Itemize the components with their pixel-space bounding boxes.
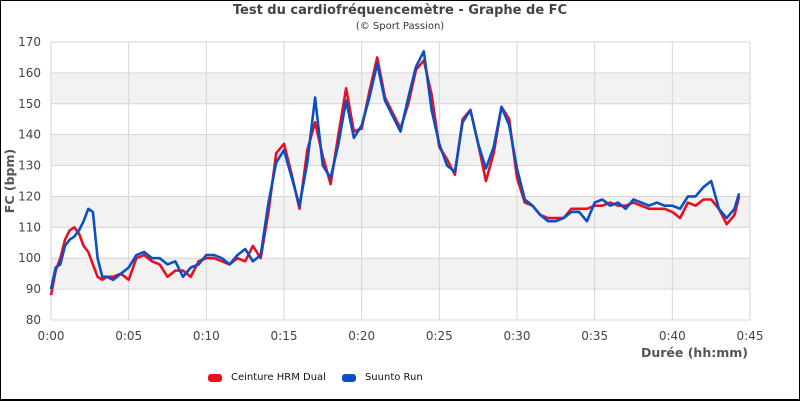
- legend-label: Suunto Run: [364, 372, 423, 383]
- y-tick-label: 110: [18, 220, 41, 234]
- y-tick-label: 140: [18, 128, 41, 142]
- y-tick-label: 80: [26, 313, 41, 327]
- y-tick-label: 130: [18, 159, 41, 173]
- y-tick-label: 90: [26, 282, 41, 296]
- legend-item-suunto[interactable]: Suunto Run: [341, 372, 423, 383]
- y-axis-label: FC (bpm): [2, 149, 17, 213]
- x-axis-label: Durée (hh:mm): [641, 345, 748, 360]
- y-tick-label: 100: [18, 251, 41, 265]
- x-tick-label: 0:30: [504, 329, 531, 343]
- legend: Ceinture HRM Dual Suunto Run: [208, 372, 439, 383]
- grid-bands: [51, 72, 750, 290]
- series-line-1: [49, 49, 741, 290]
- x-tick-label: 0:35: [581, 329, 608, 343]
- y-tick-label: 120: [18, 189, 41, 203]
- series-lines: [49, 49, 741, 296]
- x-tick-label: 0:20: [348, 329, 375, 343]
- legend-label: Ceinture HRM Dual: [231, 372, 326, 383]
- chart-subtitle: (© Sport Passion): [355, 21, 445, 32]
- legend-swatch-red: [208, 373, 222, 382]
- x-tick-label: 0:25: [426, 329, 453, 343]
- grid-lines: [50, 41, 751, 321]
- y-tick-label: 160: [18, 66, 41, 80]
- y-axis-ticks: 80 90 100 110 120 130 140 150 160 170: [18, 35, 41, 327]
- legend-swatch-blue: [341, 373, 356, 382]
- y-tick-label: 150: [18, 97, 41, 111]
- x-tick-label: 0:40: [659, 329, 686, 343]
- legend-item-ceinture[interactable]: Ceinture HRM Dual: [208, 372, 326, 383]
- x-tick-label: 0:45: [737, 329, 764, 343]
- x-tick-label: 0:10: [193, 329, 220, 343]
- y-tick-label: 170: [18, 35, 41, 49]
- x-axis-ticks: 0:00 0:05 0:10 0:15 0:20 0:25 0:30 0:35 0:40 0:45: [38, 329, 764, 343]
- chart-title: Test du cardiofréquencemètre - Graphe de…: [232, 3, 568, 18]
- x-tick-label: 0:15: [271, 329, 298, 343]
- x-tick-label: 0:00: [38, 329, 65, 343]
- x-tick-label: 0:05: [115, 329, 142, 343]
